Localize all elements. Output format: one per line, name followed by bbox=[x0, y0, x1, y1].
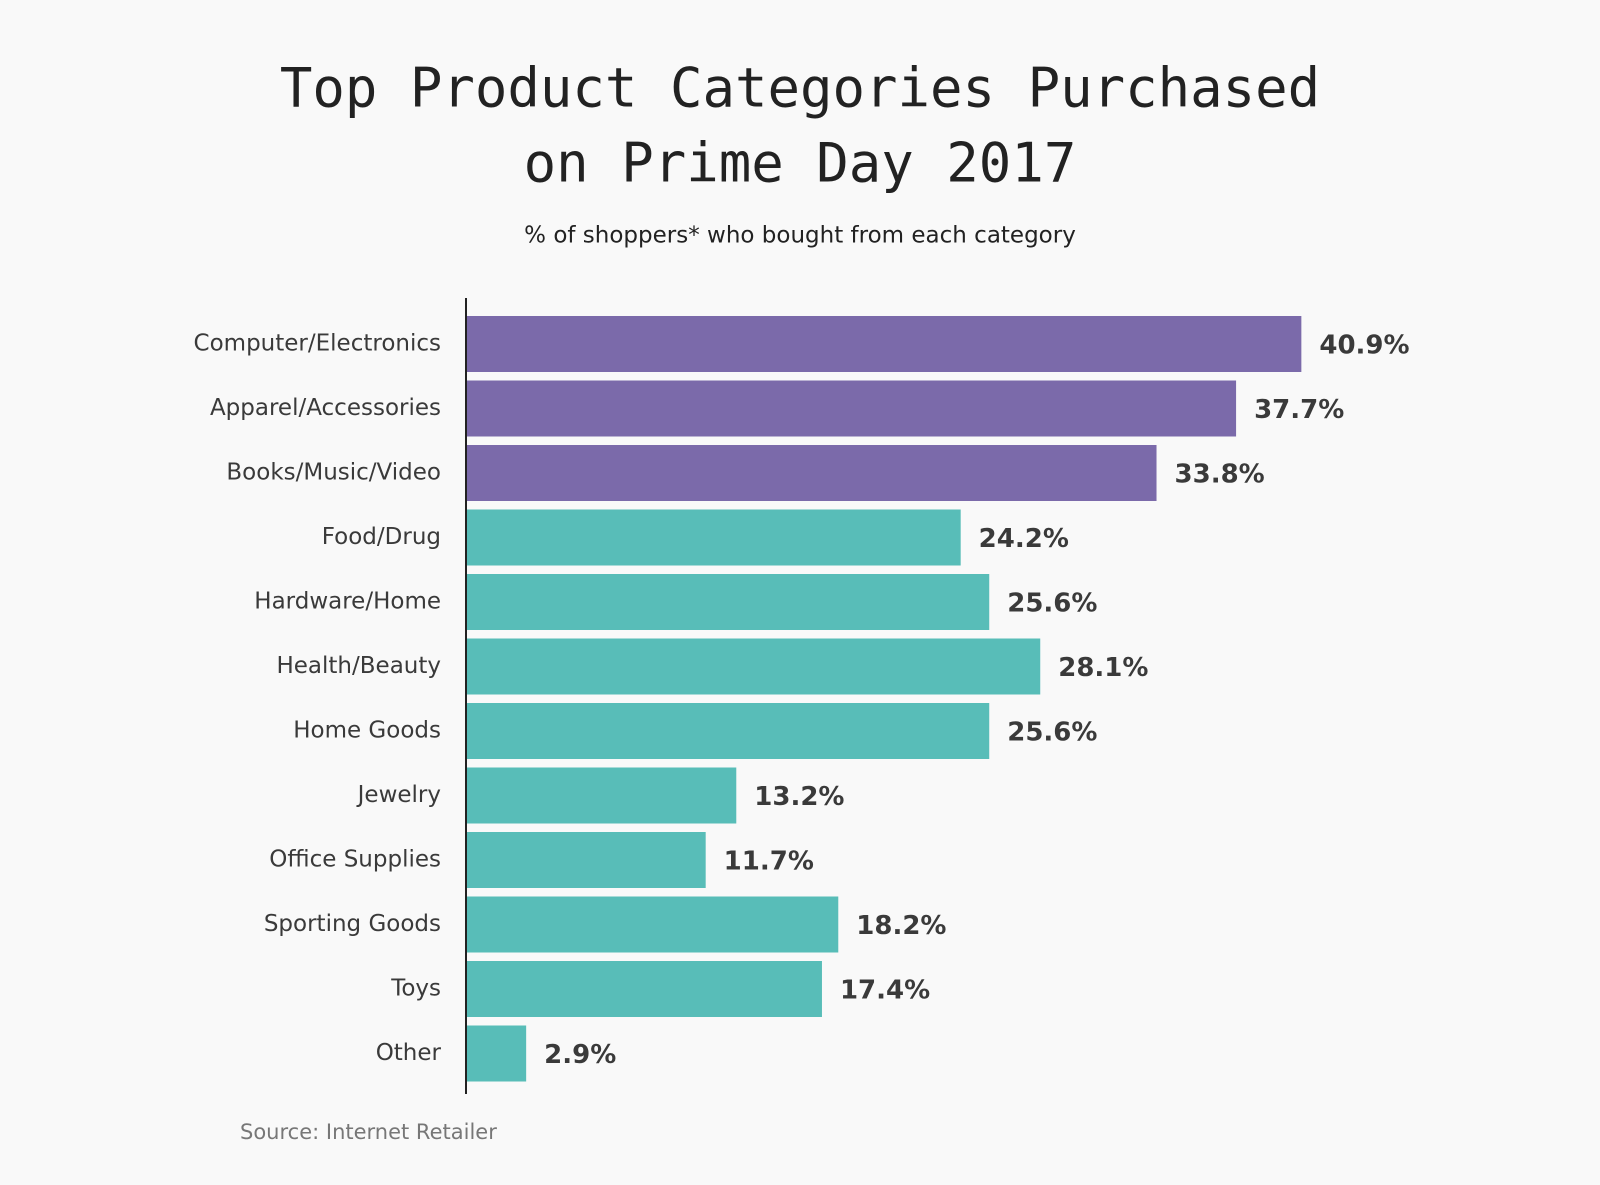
source-note: Source: Internet Retailer bbox=[240, 1120, 497, 1144]
value-label: 18.2% bbox=[856, 911, 946, 941]
category-label: Office Supplies bbox=[269, 847, 441, 873]
category-label: Health/Beauty bbox=[276, 653, 441, 679]
bar bbox=[467, 961, 822, 1017]
category-label: Books/Music/Video bbox=[226, 460, 441, 486]
bar bbox=[467, 445, 1157, 501]
chart-title: Top Product Categories Purchased bbox=[280, 57, 1320, 120]
category-label: Other bbox=[376, 1040, 442, 1066]
category-label: Apparel/Accessories bbox=[210, 395, 441, 421]
bar bbox=[467, 832, 706, 888]
value-label: 25.6% bbox=[1007, 718, 1097, 748]
value-label: 24.2% bbox=[979, 524, 1069, 554]
category-label: Toys bbox=[390, 976, 441, 1002]
value-label: 37.7% bbox=[1254, 395, 1344, 425]
bar bbox=[467, 767, 737, 824]
bar bbox=[467, 638, 1041, 695]
category-label: Sporting Goods bbox=[264, 911, 441, 937]
value-label: 11.7% bbox=[724, 847, 814, 877]
bar bbox=[467, 316, 1302, 372]
category-label: Home Goods bbox=[293, 718, 441, 744]
value-label: 2.9% bbox=[544, 1040, 616, 1070]
value-label: 17.4% bbox=[840, 976, 930, 1006]
bar bbox=[467, 509, 961, 566]
chart-subtitle: % of shoppers* who bought from each cate… bbox=[524, 223, 1076, 249]
bar bbox=[467, 703, 990, 759]
chart-title: on Prime Day 2017 bbox=[524, 132, 1077, 195]
category-label: Computer/Electronics bbox=[194, 331, 441, 357]
bar bbox=[467, 380, 1237, 437]
category-label: Food/Drug bbox=[322, 524, 441, 550]
value-label: 25.6% bbox=[1007, 589, 1097, 619]
category-label: Hardware/Home bbox=[254, 589, 441, 615]
value-label: 33.8% bbox=[1175, 460, 1265, 490]
bar bbox=[467, 574, 990, 630]
bar bbox=[467, 1025, 527, 1082]
value-label: 40.9% bbox=[1319, 331, 1409, 361]
category-label: Jewelry bbox=[356, 782, 441, 808]
bar bbox=[467, 896, 839, 953]
value-label: 13.2% bbox=[754, 782, 844, 812]
value-label: 28.1% bbox=[1058, 653, 1148, 683]
